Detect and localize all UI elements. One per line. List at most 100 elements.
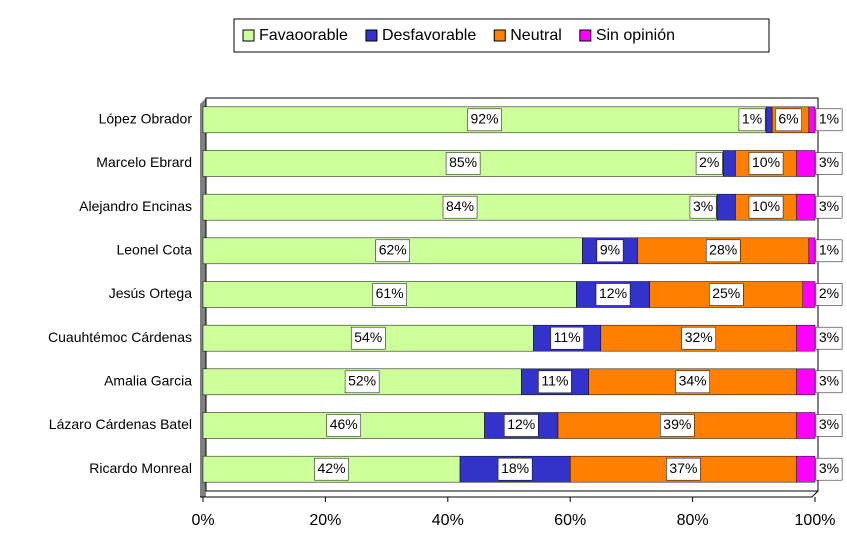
value-label: 1% [819,242,839,258]
bar-segment [796,193,816,221]
value-label-box [375,239,410,263]
value-label: 1% [742,111,762,127]
value-label-box [815,152,843,175]
legend-swatch [493,29,506,42]
value-label-box [595,283,631,306]
value-label-box [596,239,624,263]
value-label: 3% [819,460,839,476]
value-label-box [660,414,695,437]
value-label: 39% [663,416,691,432]
x-tick-label: 80% [677,512,709,529]
value-label-box [815,457,843,481]
value-label-box [681,326,716,350]
value-label: 3% [819,416,839,432]
value-label: 1% [819,111,839,127]
value-label: 54% [354,329,382,345]
value-label: 92% [471,111,499,127]
value-label: 37% [669,460,697,476]
bar-segment [796,150,816,177]
legend-label: Sin opinión [596,27,675,44]
value-label-box [708,283,744,306]
value-label: 32% [685,329,713,345]
legend-swatch [365,29,378,42]
value-label: 11% [554,329,581,345]
x-tick-label: 60% [554,512,586,529]
value-label-box [815,326,843,350]
legend-label: Neutral [510,27,562,44]
category-label: Ricardo Monreal [89,460,192,476]
bar-segment [802,281,816,308]
value-label-box [775,108,802,132]
legend-label: Desfavorable [382,27,476,44]
value-label: 3% [819,154,839,170]
x-tick-label: 0% [191,512,214,529]
value-label: 10% [752,154,780,170]
bar-segment [808,106,816,134]
x-tick-label: 100% [795,512,836,529]
value-label-box [815,414,843,437]
bar-segment [796,412,816,439]
value-label-box [748,195,784,219]
bar-segment [796,324,816,352]
value-label-box [442,195,478,219]
category-label: Lázaro Cárdenas Batel [49,416,192,432]
value-label-box [815,239,843,263]
value-label-box [503,414,539,437]
category-label: Marcelo Ebrard [96,154,192,170]
value-label-box [695,152,723,175]
value-label: 2% [699,154,719,170]
value-label-box [445,152,481,175]
category-label: Cuauhtémoc Cárdenas [48,329,192,345]
value-label: 3% [819,198,839,214]
value-label-box [705,239,741,263]
value-label-box [738,108,766,132]
bar-segment [796,455,816,483]
value-label-box [467,108,502,132]
value-label: 10% [752,198,780,214]
x-tick-label: 20% [309,512,341,529]
value-label: 6% [778,111,798,127]
value-label: 3% [819,373,839,389]
value-label: 46% [330,416,358,432]
bar-segment [796,368,816,396]
value-label: 9% [600,242,620,258]
value-label: 18% [501,460,529,476]
bar-segment [808,237,816,265]
value-label-box [815,370,843,394]
category-label: Alejandro Encinas [79,198,192,214]
bar-segment [765,106,773,134]
value-label: 12% [507,416,535,432]
value-label-box [748,152,784,175]
value-label: 3% [693,198,713,214]
value-label-box [497,457,533,481]
value-label-box [326,414,362,437]
value-label-box [350,326,386,350]
floor-edge [811,490,819,498]
value-label-box [372,283,407,306]
value-label-box [314,457,349,481]
value-label-box [815,283,843,306]
value-label: 3% [819,329,839,345]
category-label: Jesús Ortega [109,285,192,301]
value-label: 25% [712,285,740,301]
value-label: 42% [318,460,346,476]
value-label: 2% [819,285,839,301]
value-label: 11% [541,373,568,389]
value-label: 62% [379,242,407,258]
value-label-box [815,108,843,132]
value-label-box [675,370,710,394]
legend-label: Favaoorable [259,27,348,44]
value-label-box [689,195,717,219]
category-label: Amalia Garcia [104,373,192,389]
value-label: 12% [599,285,627,301]
x-tick-label: 40% [432,512,464,529]
bar-segment [722,150,736,177]
category-label: López Obrador [99,111,193,127]
value-label: 85% [449,154,477,170]
legend-swatch [579,29,592,42]
value-label-box [666,457,701,481]
value-label-box [344,370,380,394]
value-label: 34% [679,373,707,389]
category-label: Leonel Cota [116,242,192,258]
